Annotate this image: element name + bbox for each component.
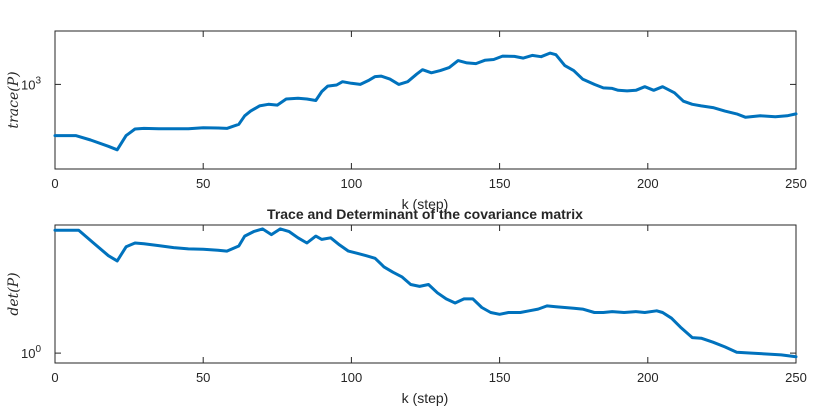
trace-ylabel: trace(P) (6, 71, 22, 128)
det-xtick-label: 250 (785, 370, 807, 385)
trace-series-line (53, 51, 798, 152)
det-subplot: 0 50 100 150 200 250 100 Trace and Determinant… (6, 206, 807, 406)
det-xtick-label: 0 (51, 370, 58, 385)
det-title: Trace and Determinant of the covariance … (267, 206, 583, 222)
det-ytick-label: 100 (21, 344, 41, 361)
trace-xtick-label: 250 (785, 176, 807, 191)
det-xtick-label: 100 (341, 370, 363, 385)
trace-xtick-label: 50 (196, 176, 210, 191)
trace-xtick-label: 200 (637, 176, 659, 191)
trace-subplot: 0 50 100 150 200 250 103 trace(P) k (step) (6, 30, 807, 212)
trace-xtick-label: 100 (341, 176, 363, 191)
trace-ticks: 0 50 100 150 200 250 103 (21, 31, 807, 191)
trace-axes-box (54, 30, 797, 170)
det-xtick-label: 50 (196, 370, 210, 385)
det-xtick-label: 200 (637, 370, 659, 385)
det-ticks: 0 50 100 150 200 250 100 (21, 225, 807, 385)
trace-xtick-label: 0 (51, 176, 58, 191)
trace-xtick-label: 150 (489, 176, 511, 191)
det-xtick-label: 150 (489, 370, 511, 385)
trace-xlabel: k (step) (402, 196, 449, 212)
trace-ytick-label: 103 (21, 75, 41, 92)
det-xlabel: k (step) (402, 390, 449, 406)
det-series-line (53, 227, 798, 359)
det-ylabel: det(P) (6, 272, 22, 315)
